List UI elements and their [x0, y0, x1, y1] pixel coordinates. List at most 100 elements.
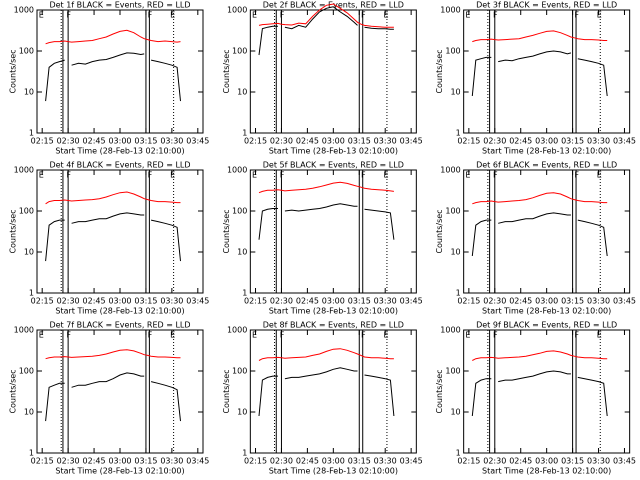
chart-title: Det 1f BLACK = Events, RED = LLD [49, 1, 190, 10]
y-tick-label: 10 [237, 408, 247, 417]
x-tick-label: 03:30 [587, 297, 610, 306]
series-line [258, 348, 394, 361]
y-tick-label: 1 [242, 449, 247, 458]
y-tick-label: 1 [456, 449, 461, 458]
y-tick-label: 10 [24, 88, 34, 97]
x-tick-label: 03:45 [186, 457, 209, 466]
annotation: F [66, 11, 71, 20]
x-tick-label: 03:45 [186, 297, 209, 306]
annotation: F [493, 11, 498, 20]
x-tick-label: 02:45 [83, 137, 106, 146]
x-tick-label: 03:00 [535, 297, 558, 306]
x-tick-label: 03:45 [186, 137, 209, 146]
y-axis-label: Counts/sec [435, 209, 444, 253]
plot-frame [36, 169, 204, 294]
annotation: F [361, 331, 366, 340]
series-line [471, 50, 608, 97]
chart-title: Det 8f BLACK = Events, RED = LLD [263, 321, 404, 330]
plot-frame [36, 329, 204, 454]
series-line [472, 30, 608, 43]
y-tick-label: 10 [450, 88, 460, 97]
y-tick-label: 1000 [440, 6, 460, 15]
annotation: E [383, 331, 388, 340]
y-tick-label: 1000 [440, 166, 460, 175]
x-tick-label: 03:15 [561, 297, 584, 306]
y-tick-label: 100 [232, 47, 247, 56]
x-tick-label: 03:15 [348, 297, 371, 306]
y-tick-label: 10 [24, 248, 34, 257]
x-tick-label: 02:15 [31, 457, 54, 466]
chart-title: Det 9f BLACK = Events, RED = LLD [476, 321, 617, 330]
x-tick-label: 02:30 [483, 137, 506, 146]
series-line [45, 349, 181, 360]
plot-frame [249, 169, 417, 294]
x-tick-label: 02:15 [244, 457, 267, 466]
x-tick-label: 02:45 [296, 457, 319, 466]
y-tick-label: 1000 [14, 326, 34, 335]
x-tick-label: 02:30 [57, 457, 80, 466]
y-axis-label: Counts/sec [435, 49, 444, 93]
annotation: E [597, 11, 602, 20]
x-tick-label: 03:00 [535, 137, 558, 146]
annotation: E [465, 331, 470, 340]
x-tick-label: 03:15 [348, 457, 371, 466]
annotation: E [383, 171, 388, 180]
x-tick-label: 03:00 [322, 457, 345, 466]
annotation: E [465, 171, 470, 180]
annotation: F [280, 171, 285, 180]
x-axis-label: Start Time (28-Feb-13 02:10:00) [55, 307, 184, 316]
x-tick-label: 03:45 [613, 297, 636, 306]
annotation: E [170, 171, 175, 180]
annotation: F [148, 331, 153, 340]
y-tick-label: 100 [19, 207, 34, 216]
y-tick-label: 1 [29, 289, 34, 298]
y-tick-label: 10 [450, 248, 460, 257]
x-tick-label: 02:45 [296, 297, 319, 306]
plot-frame [463, 169, 631, 294]
chart-title: Det 6f BLACK = Events, RED = LLD [476, 161, 617, 170]
series-line [45, 372, 181, 422]
x-tick-label: 03:30 [374, 297, 397, 306]
x-tick-label: 02:30 [483, 457, 506, 466]
x-tick-label: 03:45 [400, 297, 423, 306]
annotation: F [361, 171, 366, 180]
x-tick-label: 03:45 [400, 457, 423, 466]
annotation: E [252, 171, 257, 180]
y-tick-label: 100 [19, 367, 34, 376]
x-tick-label: 03:00 [535, 457, 558, 466]
x-tick-label: 03:15 [134, 457, 157, 466]
y-tick-label: 1000 [227, 326, 247, 335]
y-tick-label: 100 [232, 207, 247, 216]
y-tick-label: 1 [242, 289, 247, 298]
x-axis-label: Start Time (28-Feb-13 02:10:00) [55, 147, 184, 156]
x-tick-label: 03:00 [108, 457, 131, 466]
y-axis-label: Counts/sec [9, 369, 18, 413]
x-axis-label: Start Time (28-Feb-13 02:10:00) [269, 467, 398, 476]
annotation: F [493, 331, 498, 340]
y-tick-label: 1 [456, 129, 461, 138]
y-axis-label: Counts/sec [222, 49, 231, 93]
series-line [471, 212, 608, 257]
x-tick-label: 02:15 [31, 137, 54, 146]
annotation: F [148, 11, 153, 20]
x-tick-label: 02:15 [31, 297, 54, 306]
x-tick-label: 02:30 [270, 457, 293, 466]
x-tick-label: 03:15 [561, 137, 584, 146]
x-tick-label: 03:30 [374, 457, 397, 466]
annotation: E [39, 171, 44, 180]
annotation: F [361, 11, 366, 20]
y-tick-label: 10 [450, 408, 460, 417]
x-tick-label: 02:30 [57, 297, 80, 306]
x-tick-label: 02:30 [57, 137, 80, 146]
x-tick-label: 02:15 [457, 297, 480, 306]
series-line [45, 191, 181, 205]
x-tick-label: 03:15 [134, 137, 157, 146]
x-tick-label: 03:00 [108, 297, 131, 306]
annotation: E [252, 11, 257, 20]
series-line [258, 6, 394, 56]
series-line [45, 29, 181, 45]
plot-frame [36, 9, 204, 134]
x-tick-label: 03:30 [160, 297, 183, 306]
chart-title: Det 4f BLACK = Events, RED = LLD [49, 161, 190, 170]
